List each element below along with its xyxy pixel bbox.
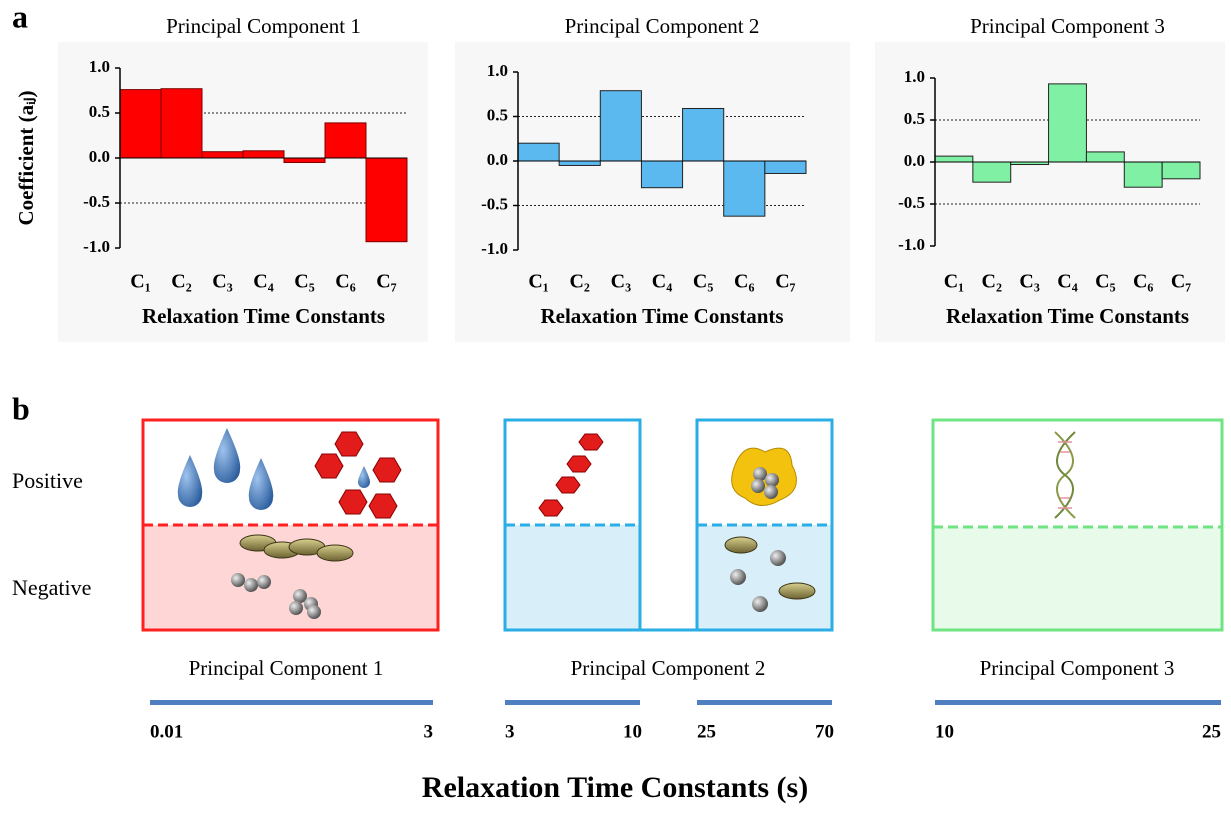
y-tick-label: 0.0 — [904, 151, 925, 170]
bar — [201, 151, 244, 159]
x-tick-label: C₁ — [944, 271, 964, 293]
bar — [1085, 151, 1125, 163]
bar — [324, 122, 367, 159]
bar — [972, 161, 1012, 183]
y-tick-label: 1.0 — [89, 57, 110, 76]
scale-bars — [150, 700, 1221, 705]
group-label: Principal Component 2 — [571, 656, 766, 680]
ovals — [239, 534, 816, 600]
bar — [934, 155, 974, 163]
bar — [242, 150, 285, 159]
bar — [1048, 83, 1087, 163]
negative-zone — [143, 525, 438, 630]
x-tick-label: C₇ — [775, 271, 795, 293]
x-axis-title: Relaxation Time Constants — [142, 304, 385, 328]
bar — [599, 90, 642, 162]
scale-label: 10 — [623, 721, 642, 742]
bar — [365, 157, 408, 243]
x-tick-label: C₄ — [1057, 271, 1077, 293]
water-drops — [177, 428, 274, 510]
y-tick-label: 0.5 — [89, 102, 110, 121]
scale-label: 10 — [935, 721, 954, 742]
x-tick-label: C₅ — [1095, 271, 1115, 293]
diagram: Positive Negative Principal Component 1 … — [12, 418, 1224, 804]
x-tick-label: C₂ — [982, 271, 1002, 293]
bar — [283, 157, 326, 163]
bar — [640, 160, 684, 189]
y-tick-label: 1.0 — [487, 61, 508, 80]
x-tick-label: C₃ — [611, 271, 631, 293]
x-tick-label: C₃ — [1019, 271, 1039, 293]
bar — [1161, 161, 1201, 180]
aggregate — [731, 447, 797, 506]
y-tick-label: 0.0 — [487, 150, 508, 169]
scale-label: 3 — [424, 721, 434, 742]
x-tick-label: C₄ — [652, 271, 672, 293]
y-tick-label: -0.5 — [83, 192, 110, 211]
scale-label: 3 — [505, 721, 515, 742]
negative-zone — [933, 527, 1222, 630]
x-axis-title: Relaxation Time Constants — [946, 304, 1189, 328]
bar — [517, 142, 560, 162]
bar — [160, 88, 203, 159]
y-tick-label: 0.5 — [487, 105, 508, 124]
y-tick-label: 0.5 — [904, 109, 925, 128]
x-tick-label: C₂ — [569, 271, 589, 293]
x-tick-label: C₃ — [212, 271, 232, 293]
panel-label: a — [12, 0, 28, 34]
y-tick-label: -0.5 — [481, 194, 508, 213]
scale-label: 25 — [697, 721, 716, 742]
scale-label: 25 — [1202, 721, 1221, 742]
panel-label: b — [12, 390, 30, 426]
group-label: Principal Component 3 — [980, 656, 1175, 680]
x-tick-label: C₅ — [294, 271, 314, 293]
x-tick-label: C₁ — [130, 271, 150, 293]
scale-label: 70 — [815, 721, 834, 742]
x-tick-label: C₇ — [376, 271, 396, 293]
y-tick-label: 0.0 — [89, 147, 110, 166]
bar — [764, 160, 807, 174]
axis-title: Relaxation Time Constants (s) — [422, 771, 808, 804]
x-tick-label: C₆ — [1133, 271, 1153, 293]
y-tick-label: -1.0 — [83, 237, 110, 256]
x-tick-label: C₂ — [171, 271, 191, 293]
chart-title: Principal Component 2 — [565, 14, 760, 38]
gray-balls — [231, 550, 786, 619]
x-tick-label: C₆ — [734, 271, 754, 293]
plot-background — [455, 42, 850, 342]
y-tick-label: -1.0 — [481, 239, 508, 258]
y-tick-label: -0.5 — [898, 193, 925, 212]
group-label: Principal Component 1 — [189, 656, 384, 680]
bar — [558, 160, 601, 166]
y-tick-label: -1.0 — [898, 235, 925, 254]
hexagon-molecule — [314, 431, 402, 519]
dna — [1054, 431, 1076, 519]
negative-zone — [697, 525, 832, 630]
negative-zone — [505, 525, 640, 630]
row-label: Negative — [12, 575, 91, 600]
x-tick-label: C₇ — [1171, 271, 1191, 293]
chart-title: Principal Component 1 — [166, 14, 361, 38]
x-tick-label: C₆ — [335, 271, 355, 293]
row-label: Positive — [12, 468, 83, 493]
chart-title: Principal Component 3 — [970, 14, 1165, 38]
bar — [1123, 161, 1163, 188]
x-axis-title: Relaxation Time Constants — [540, 304, 783, 328]
pc3-box — [931, 418, 1224, 632]
x-tick-label: C₄ — [253, 271, 273, 293]
x-tick-label: C₅ — [693, 271, 713, 293]
y-axis-title: Coefficient (aᵢⱼ) — [14, 90, 38, 225]
bar — [119, 89, 162, 159]
chain-molecule — [538, 433, 604, 517]
bar — [682, 107, 725, 162]
bar — [723, 160, 766, 217]
y-tick-label: 1.0 — [904, 67, 925, 86]
x-tick-label: C₁ — [528, 271, 548, 293]
scale-label: 0.01 — [150, 721, 183, 742]
